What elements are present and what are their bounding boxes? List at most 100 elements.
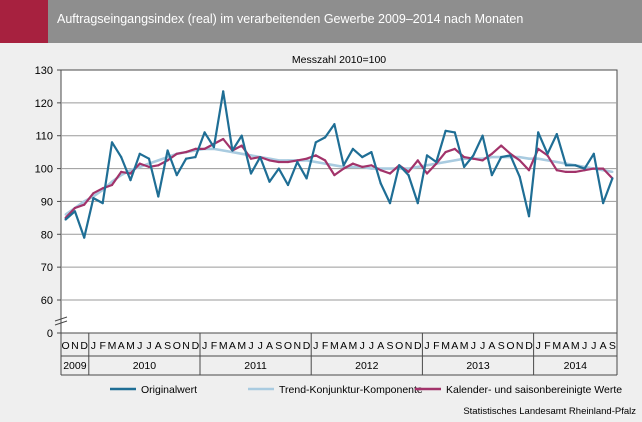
data-point bbox=[574, 170, 577, 173]
data-point bbox=[592, 167, 595, 170]
x-month-label: J bbox=[480, 340, 485, 352]
x-month-label: O bbox=[506, 340, 514, 352]
data-point bbox=[175, 174, 178, 177]
data-point bbox=[324, 159, 327, 162]
data-point bbox=[73, 206, 76, 210]
data-point bbox=[157, 195, 160, 198]
x-month-label: M bbox=[219, 340, 228, 352]
x-month-label: A bbox=[340, 340, 347, 352]
x-month-label: A bbox=[155, 340, 162, 352]
data-point bbox=[240, 152, 243, 155]
data-point bbox=[361, 165, 364, 168]
data-point bbox=[73, 210, 76, 213]
header-accent bbox=[0, 0, 48, 43]
data-point bbox=[361, 156, 364, 159]
data-point bbox=[305, 177, 308, 180]
data-point bbox=[564, 170, 568, 173]
data-point bbox=[259, 156, 262, 159]
x-year-label: 2014 bbox=[564, 360, 588, 372]
data-point bbox=[602, 167, 605, 170]
x-month-label: M bbox=[460, 340, 469, 352]
data-point bbox=[518, 156, 521, 159]
data-point bbox=[407, 167, 410, 170]
data-point bbox=[583, 167, 586, 170]
data-point bbox=[110, 141, 114, 144]
data-point bbox=[147, 165, 151, 168]
data-point bbox=[527, 169, 531, 172]
data-point bbox=[351, 162, 354, 165]
x-month-label: N bbox=[516, 340, 524, 352]
data-point bbox=[138, 152, 141, 155]
x-month-label: D bbox=[192, 340, 200, 352]
x-month-label: J bbox=[536, 340, 541, 352]
y-tick-label: 70 bbox=[41, 262, 53, 274]
data-point bbox=[286, 183, 290, 187]
x-month-label: N bbox=[294, 340, 302, 352]
data-point bbox=[268, 180, 271, 183]
y-tick-label: 80 bbox=[41, 229, 53, 241]
x-month-label: F bbox=[99, 340, 105, 352]
data-point bbox=[509, 152, 512, 155]
data-point bbox=[518, 175, 521, 178]
x-month-label: J bbox=[202, 340, 207, 352]
x-year-label: 2011 bbox=[244, 360, 267, 372]
data-point bbox=[64, 213, 67, 216]
data-point bbox=[388, 167, 392, 170]
x-month-label: N bbox=[182, 340, 190, 352]
data-point bbox=[546, 154, 549, 157]
legend-label: Kalender- und saisonbereinigte Werte bbox=[446, 384, 622, 396]
data-point bbox=[296, 159, 299, 162]
data-point bbox=[333, 164, 336, 167]
data-point bbox=[416, 202, 419, 205]
legend: Originalwert Trend-Konjunktur-Komponente K… bbox=[110, 384, 622, 396]
data-point bbox=[314, 154, 317, 157]
data-point bbox=[249, 154, 253, 157]
data-point bbox=[444, 151, 447, 154]
data-point bbox=[546, 152, 549, 155]
axis-break bbox=[54, 316, 68, 326]
data-point bbox=[574, 164, 577, 167]
x-month-label: A bbox=[118, 340, 125, 352]
data-point bbox=[388, 172, 392, 175]
data-point bbox=[101, 187, 104, 190]
y-tick-label: 0 bbox=[47, 328, 53, 340]
data-point bbox=[602, 202, 605, 205]
data-point bbox=[92, 197, 95, 200]
data-point bbox=[379, 169, 382, 172]
header-bar bbox=[48, 0, 642, 43]
x-month-label: D bbox=[80, 340, 88, 352]
x-month-label: D bbox=[525, 340, 533, 352]
x-month-label: J bbox=[424, 340, 429, 352]
y-tick-label: 100 bbox=[35, 164, 53, 176]
x-month-label: S bbox=[609, 340, 616, 352]
data-point bbox=[212, 146, 215, 149]
x-month-label: M bbox=[330, 340, 339, 352]
x-month-label: S bbox=[386, 340, 393, 352]
data-point bbox=[537, 147, 540, 150]
data-point bbox=[500, 156, 503, 159]
legend-label: Originalwert bbox=[141, 384, 197, 396]
data-point bbox=[425, 172, 429, 175]
x-month-label: M bbox=[571, 340, 580, 352]
x-month-label: N bbox=[405, 340, 413, 352]
x-month-label: J bbox=[369, 340, 374, 352]
data-point bbox=[314, 141, 317, 144]
data-point bbox=[370, 164, 373, 167]
x-month-label: F bbox=[544, 340, 550, 352]
x-year-label: 2013 bbox=[466, 360, 490, 372]
series-line-2 bbox=[64, 137, 614, 219]
data-point bbox=[324, 136, 327, 139]
data-point bbox=[222, 137, 225, 141]
x-month-label: F bbox=[433, 340, 439, 352]
data-point bbox=[555, 160, 558, 164]
data-point bbox=[268, 159, 271, 162]
x-month-label: M bbox=[552, 340, 561, 352]
x-month-label: J bbox=[360, 340, 365, 352]
data-point bbox=[435, 160, 438, 164]
series-line-1 bbox=[64, 147, 613, 216]
series-line-0 bbox=[64, 90, 614, 239]
data-point bbox=[527, 215, 531, 218]
data-point bbox=[120, 156, 123, 159]
data-point bbox=[64, 218, 67, 221]
